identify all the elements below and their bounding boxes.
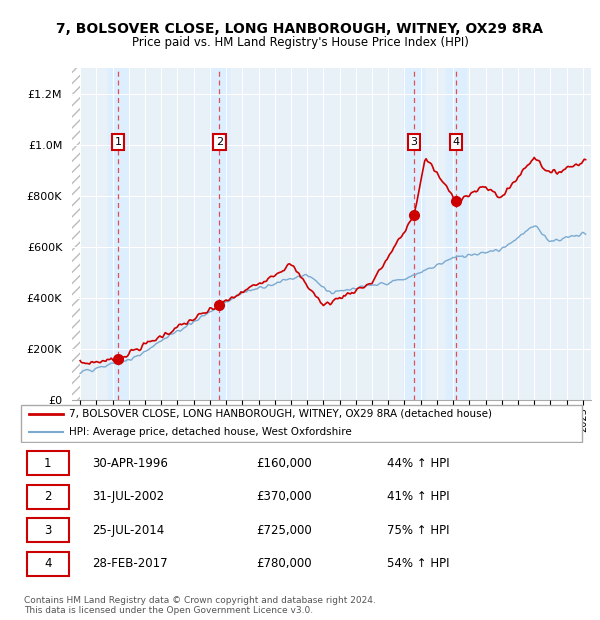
Text: 4: 4: [44, 557, 52, 570]
Text: 30-APR-1996: 30-APR-1996: [92, 457, 167, 469]
Text: 2: 2: [44, 490, 52, 503]
Text: 3: 3: [44, 524, 52, 536]
Text: 1: 1: [44, 457, 52, 469]
Text: 41% ↑ HPI: 41% ↑ HPI: [386, 490, 449, 503]
Bar: [72, 68, 80, 400]
Bar: [404, 68, 424, 400]
Text: 54% ↑ HPI: 54% ↑ HPI: [386, 557, 449, 570]
Bar: [446, 68, 466, 400]
Text: 44% ↑ HPI: 44% ↑ HPI: [386, 457, 449, 469]
Text: 4: 4: [452, 137, 460, 147]
Text: HPI: Average price, detached house, West Oxfordshire: HPI: Average price, detached house, West…: [69, 427, 352, 438]
FancyBboxPatch shape: [26, 518, 69, 542]
Text: 1: 1: [115, 137, 121, 147]
Text: £725,000: £725,000: [256, 524, 312, 536]
Text: 31-JUL-2002: 31-JUL-2002: [92, 490, 164, 503]
Text: £160,000: £160,000: [256, 457, 312, 469]
Text: 3: 3: [410, 137, 418, 147]
Text: 75% ↑ HPI: 75% ↑ HPI: [386, 524, 449, 536]
Text: Contains HM Land Registry data © Crown copyright and database right 2024.
This d: Contains HM Land Registry data © Crown c…: [24, 596, 376, 615]
FancyBboxPatch shape: [26, 485, 69, 508]
Bar: [108, 68, 128, 400]
Bar: [209, 68, 229, 400]
Text: 7, BOLSOVER CLOSE, LONG HANBOROUGH, WITNEY, OX29 8RA (detached house): 7, BOLSOVER CLOSE, LONG HANBOROUGH, WITN…: [69, 409, 492, 419]
Text: 7, BOLSOVER CLOSE, LONG HANBOROUGH, WITNEY, OX29 8RA: 7, BOLSOVER CLOSE, LONG HANBOROUGH, WITN…: [56, 22, 544, 36]
Text: 28-FEB-2017: 28-FEB-2017: [92, 557, 167, 570]
FancyBboxPatch shape: [26, 552, 69, 575]
Text: Price paid vs. HM Land Registry's House Price Index (HPI): Price paid vs. HM Land Registry's House …: [131, 36, 469, 49]
Text: 25-JUL-2014: 25-JUL-2014: [92, 524, 164, 536]
Text: £780,000: £780,000: [256, 557, 312, 570]
FancyBboxPatch shape: [26, 451, 69, 475]
Text: £370,000: £370,000: [256, 490, 312, 503]
Text: 2: 2: [216, 137, 223, 147]
FancyBboxPatch shape: [21, 405, 582, 441]
